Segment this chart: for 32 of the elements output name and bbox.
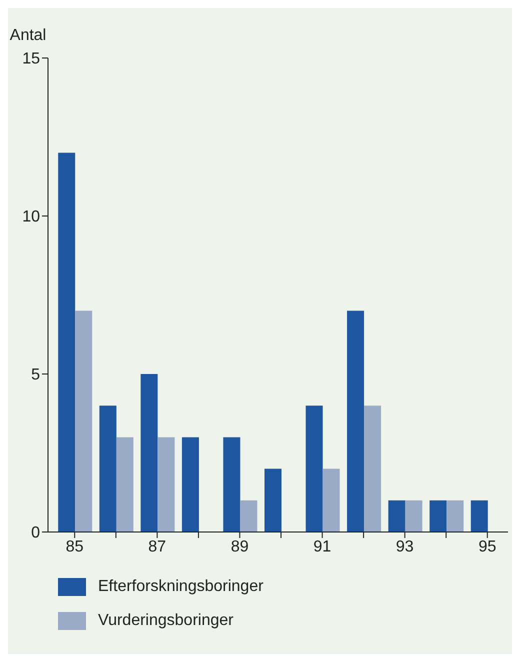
- bar: [306, 406, 323, 532]
- bar: [116, 437, 134, 532]
- x-tick-label: 85: [66, 538, 84, 556]
- bar: [99, 406, 116, 532]
- legend-label: Vurderingsboringer: [98, 612, 234, 630]
- bar: [182, 437, 199, 532]
- bar: [240, 500, 258, 532]
- bar: [405, 500, 422, 532]
- x-tick-label: 89: [230, 538, 249, 556]
- bar: [322, 468, 340, 532]
- y-tick-label: 5: [31, 366, 40, 384]
- bar: [470, 500, 488, 532]
- legend-label: Efterforskningsboringer: [98, 578, 264, 596]
- bar: [140, 374, 158, 532]
- bar: [158, 437, 175, 532]
- y-axis-title: Antal: [10, 27, 46, 44]
- bar: [364, 406, 382, 532]
- x-tick-label: 91: [313, 538, 332, 556]
- bar: [223, 437, 240, 532]
- x-tick-label: 87: [148, 538, 166, 556]
- bar: [446, 500, 464, 532]
- y-tick-label: 0: [31, 524, 40, 542]
- bar: [347, 310, 364, 532]
- bar: [430, 500, 447, 532]
- x-tick-label: 95: [478, 538, 496, 556]
- bar: [58, 152, 76, 532]
- x-tick-label: 93: [396, 538, 414, 556]
- y-tick-label: 10: [22, 208, 40, 226]
- bar: [75, 310, 92, 532]
- y-tick-label: 15: [22, 50, 40, 68]
- bar: [388, 500, 406, 532]
- bar: [264, 468, 282, 532]
